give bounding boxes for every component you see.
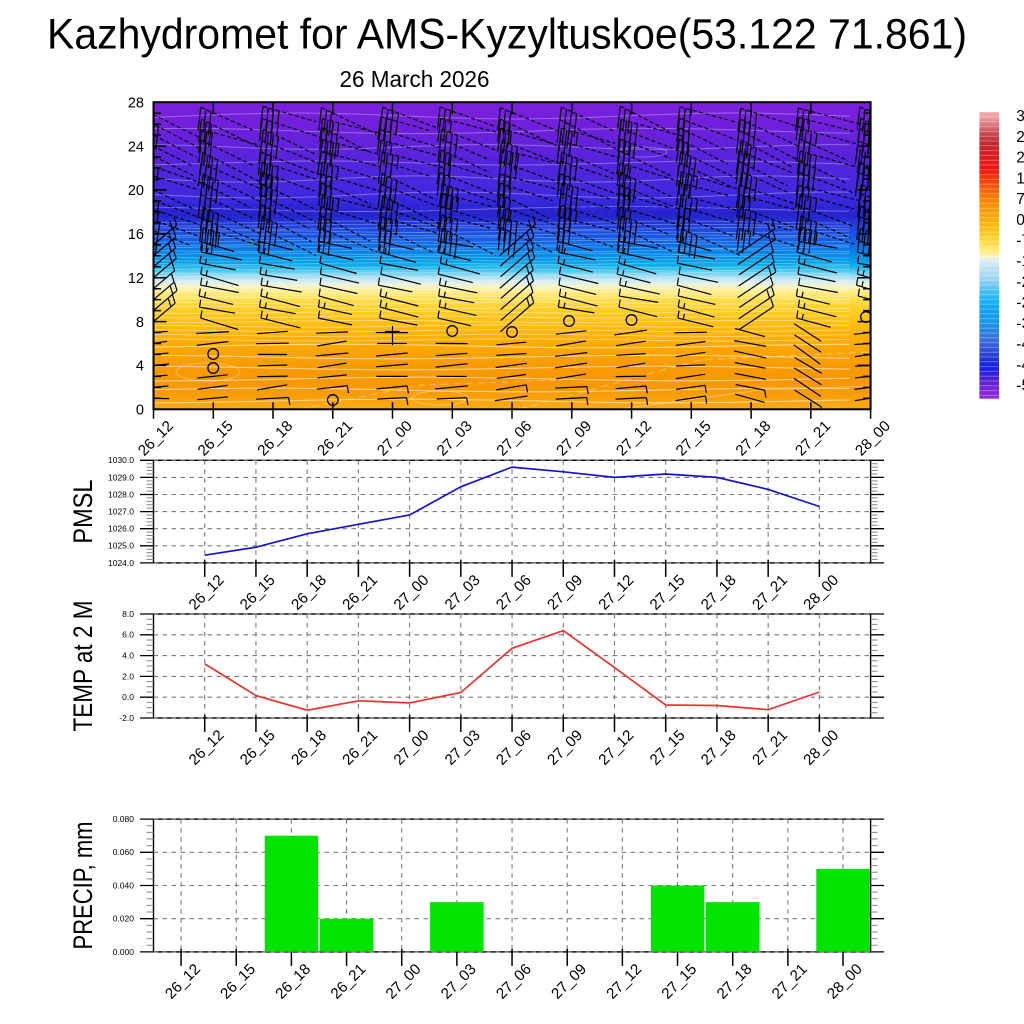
svg-text:26_21: 26_21: [339, 572, 381, 614]
svg-text:1029.0: 1029.0: [108, 472, 134, 482]
svg-text:27_21: 27_21: [749, 572, 791, 614]
svg-text:26_18: 26_18: [272, 961, 314, 1003]
svg-text:27_15: 27_15: [647, 727, 689, 769]
svg-text:27_21: 27_21: [769, 961, 811, 1003]
svg-text:27_21: 27_21: [749, 727, 791, 769]
svg-text:24: 24: [128, 139, 144, 155]
svg-text:28: 28: [1016, 129, 1024, 146]
svg-text:26_12: 26_12: [162, 961, 204, 1003]
svg-text:27_06: 27_06: [493, 961, 535, 1003]
svg-text:21: 21: [1016, 149, 1024, 166]
svg-text:26_15: 26_15: [217, 961, 259, 1003]
svg-text:26_15: 26_15: [195, 418, 237, 460]
svg-text:0.020: 0.020: [113, 914, 135, 924]
svg-text:0: 0: [1016, 212, 1024, 229]
svg-text:27_18: 27_18: [733, 418, 775, 460]
svg-text:28: 28: [128, 95, 144, 111]
svg-text:14: 14: [1016, 170, 1024, 187]
svg-text:26_12: 26_12: [186, 727, 228, 769]
svg-text:28_00: 28_00: [800, 572, 842, 614]
svg-text:1026.0: 1026.0: [108, 524, 134, 534]
svg-text:27_06: 27_06: [493, 572, 535, 614]
svg-text:-56: -56: [1016, 378, 1024, 395]
svg-text:27_18: 27_18: [714, 961, 756, 1003]
svg-text:26_15: 26_15: [237, 572, 279, 614]
svg-text:1027.0: 1027.0: [108, 506, 134, 516]
svg-text:12: 12: [128, 271, 144, 287]
svg-text:27_09: 27_09: [544, 727, 586, 769]
svg-text:27_00: 27_00: [374, 418, 416, 460]
svg-text:27_12: 27_12: [595, 727, 637, 769]
svg-text:27_15: 27_15: [647, 572, 689, 614]
svg-text:PMSL: PMSL: [68, 480, 98, 544]
svg-text:26_18: 26_18: [254, 418, 296, 460]
svg-text:26_21: 26_21: [339, 727, 381, 769]
svg-text:8: 8: [136, 315, 144, 331]
svg-text:27_00: 27_00: [391, 727, 433, 769]
svg-text:-28: -28: [1016, 295, 1024, 312]
svg-text:4: 4: [136, 359, 144, 375]
svg-text:27_18: 27_18: [698, 572, 740, 614]
svg-text:27_09: 27_09: [548, 961, 590, 1003]
svg-text:1028.0: 1028.0: [108, 489, 134, 499]
svg-text:TEMP at 2 M: TEMP at 2 M: [68, 601, 98, 732]
svg-text:2.0: 2.0: [122, 671, 134, 681]
svg-text:20: 20: [128, 183, 144, 199]
svg-text:1030.0: 1030.0: [108, 455, 134, 465]
svg-text:27_12: 27_12: [603, 961, 645, 1003]
svg-text:PRECIP, mm: PRECIP, mm: [68, 822, 98, 950]
svg-text:26_21: 26_21: [314, 418, 356, 460]
svg-text:27_12: 27_12: [595, 572, 637, 614]
svg-text:-2.0: -2.0: [119, 713, 134, 723]
svg-text:27_21: 27_21: [792, 418, 834, 460]
svg-text:-7: -7: [1016, 232, 1024, 249]
svg-text:26_18: 26_18: [288, 727, 330, 769]
svg-text:27_03: 27_03: [442, 727, 484, 769]
svg-text:28_00: 28_00: [852, 418, 894, 460]
svg-text:16: 16: [128, 227, 144, 243]
svg-text:Kazhydromet for AMS-Kyzyltusko: Kazhydromet for AMS-Kyzyltuskoe(53.122 7…: [47, 12, 967, 59]
svg-text:27_15: 27_15: [658, 961, 700, 1003]
svg-text:4.0: 4.0: [122, 650, 134, 660]
svg-text:0: 0: [136, 403, 144, 419]
svg-text:27_00: 27_00: [383, 961, 425, 1003]
svg-text:1025.0: 1025.0: [108, 541, 134, 551]
svg-text:26_18: 26_18: [288, 572, 330, 614]
svg-text:35: 35: [1016, 108, 1024, 125]
svg-text:7: 7: [1016, 191, 1024, 208]
svg-text:-42: -42: [1016, 336, 1024, 353]
svg-text:8.0: 8.0: [122, 609, 134, 619]
svg-text:0.040: 0.040: [113, 880, 135, 890]
svg-text:28_00: 28_00: [824, 961, 866, 1003]
svg-text:27_03: 27_03: [434, 418, 476, 460]
svg-text:26_12: 26_12: [186, 572, 228, 614]
svg-text:27_09: 27_09: [553, 418, 595, 460]
svg-text:28_00: 28_00: [800, 727, 842, 769]
svg-text:26_21: 26_21: [328, 961, 370, 1003]
svg-text:27_09: 27_09: [544, 572, 586, 614]
svg-text:-14: -14: [1016, 253, 1024, 270]
svg-text:0.060: 0.060: [113, 847, 135, 857]
svg-text:26 March 2026: 26 March 2026: [340, 66, 490, 92]
svg-text:27_18: 27_18: [698, 727, 740, 769]
svg-text:26_12: 26_12: [135, 418, 177, 460]
svg-text:-49: -49: [1016, 357, 1024, 374]
svg-text:27_06: 27_06: [493, 418, 535, 460]
svg-text:27_03: 27_03: [442, 572, 484, 614]
svg-text:27_06: 27_06: [493, 727, 535, 769]
svg-text:27_15: 27_15: [673, 418, 715, 460]
svg-text:0.080: 0.080: [113, 814, 135, 824]
svg-text:1024.0: 1024.0: [108, 558, 134, 568]
svg-text:0.000: 0.000: [113, 947, 135, 957]
svg-text:0.0: 0.0: [122, 692, 134, 702]
svg-text:-21: -21: [1016, 274, 1024, 291]
svg-text:27_00: 27_00: [391, 572, 433, 614]
svg-text:6.0: 6.0: [122, 630, 134, 640]
svg-text:27_12: 27_12: [613, 418, 655, 460]
svg-text:-35: -35: [1016, 315, 1024, 332]
svg-text:27_03: 27_03: [438, 961, 480, 1003]
svg-text:26_15: 26_15: [237, 727, 279, 769]
